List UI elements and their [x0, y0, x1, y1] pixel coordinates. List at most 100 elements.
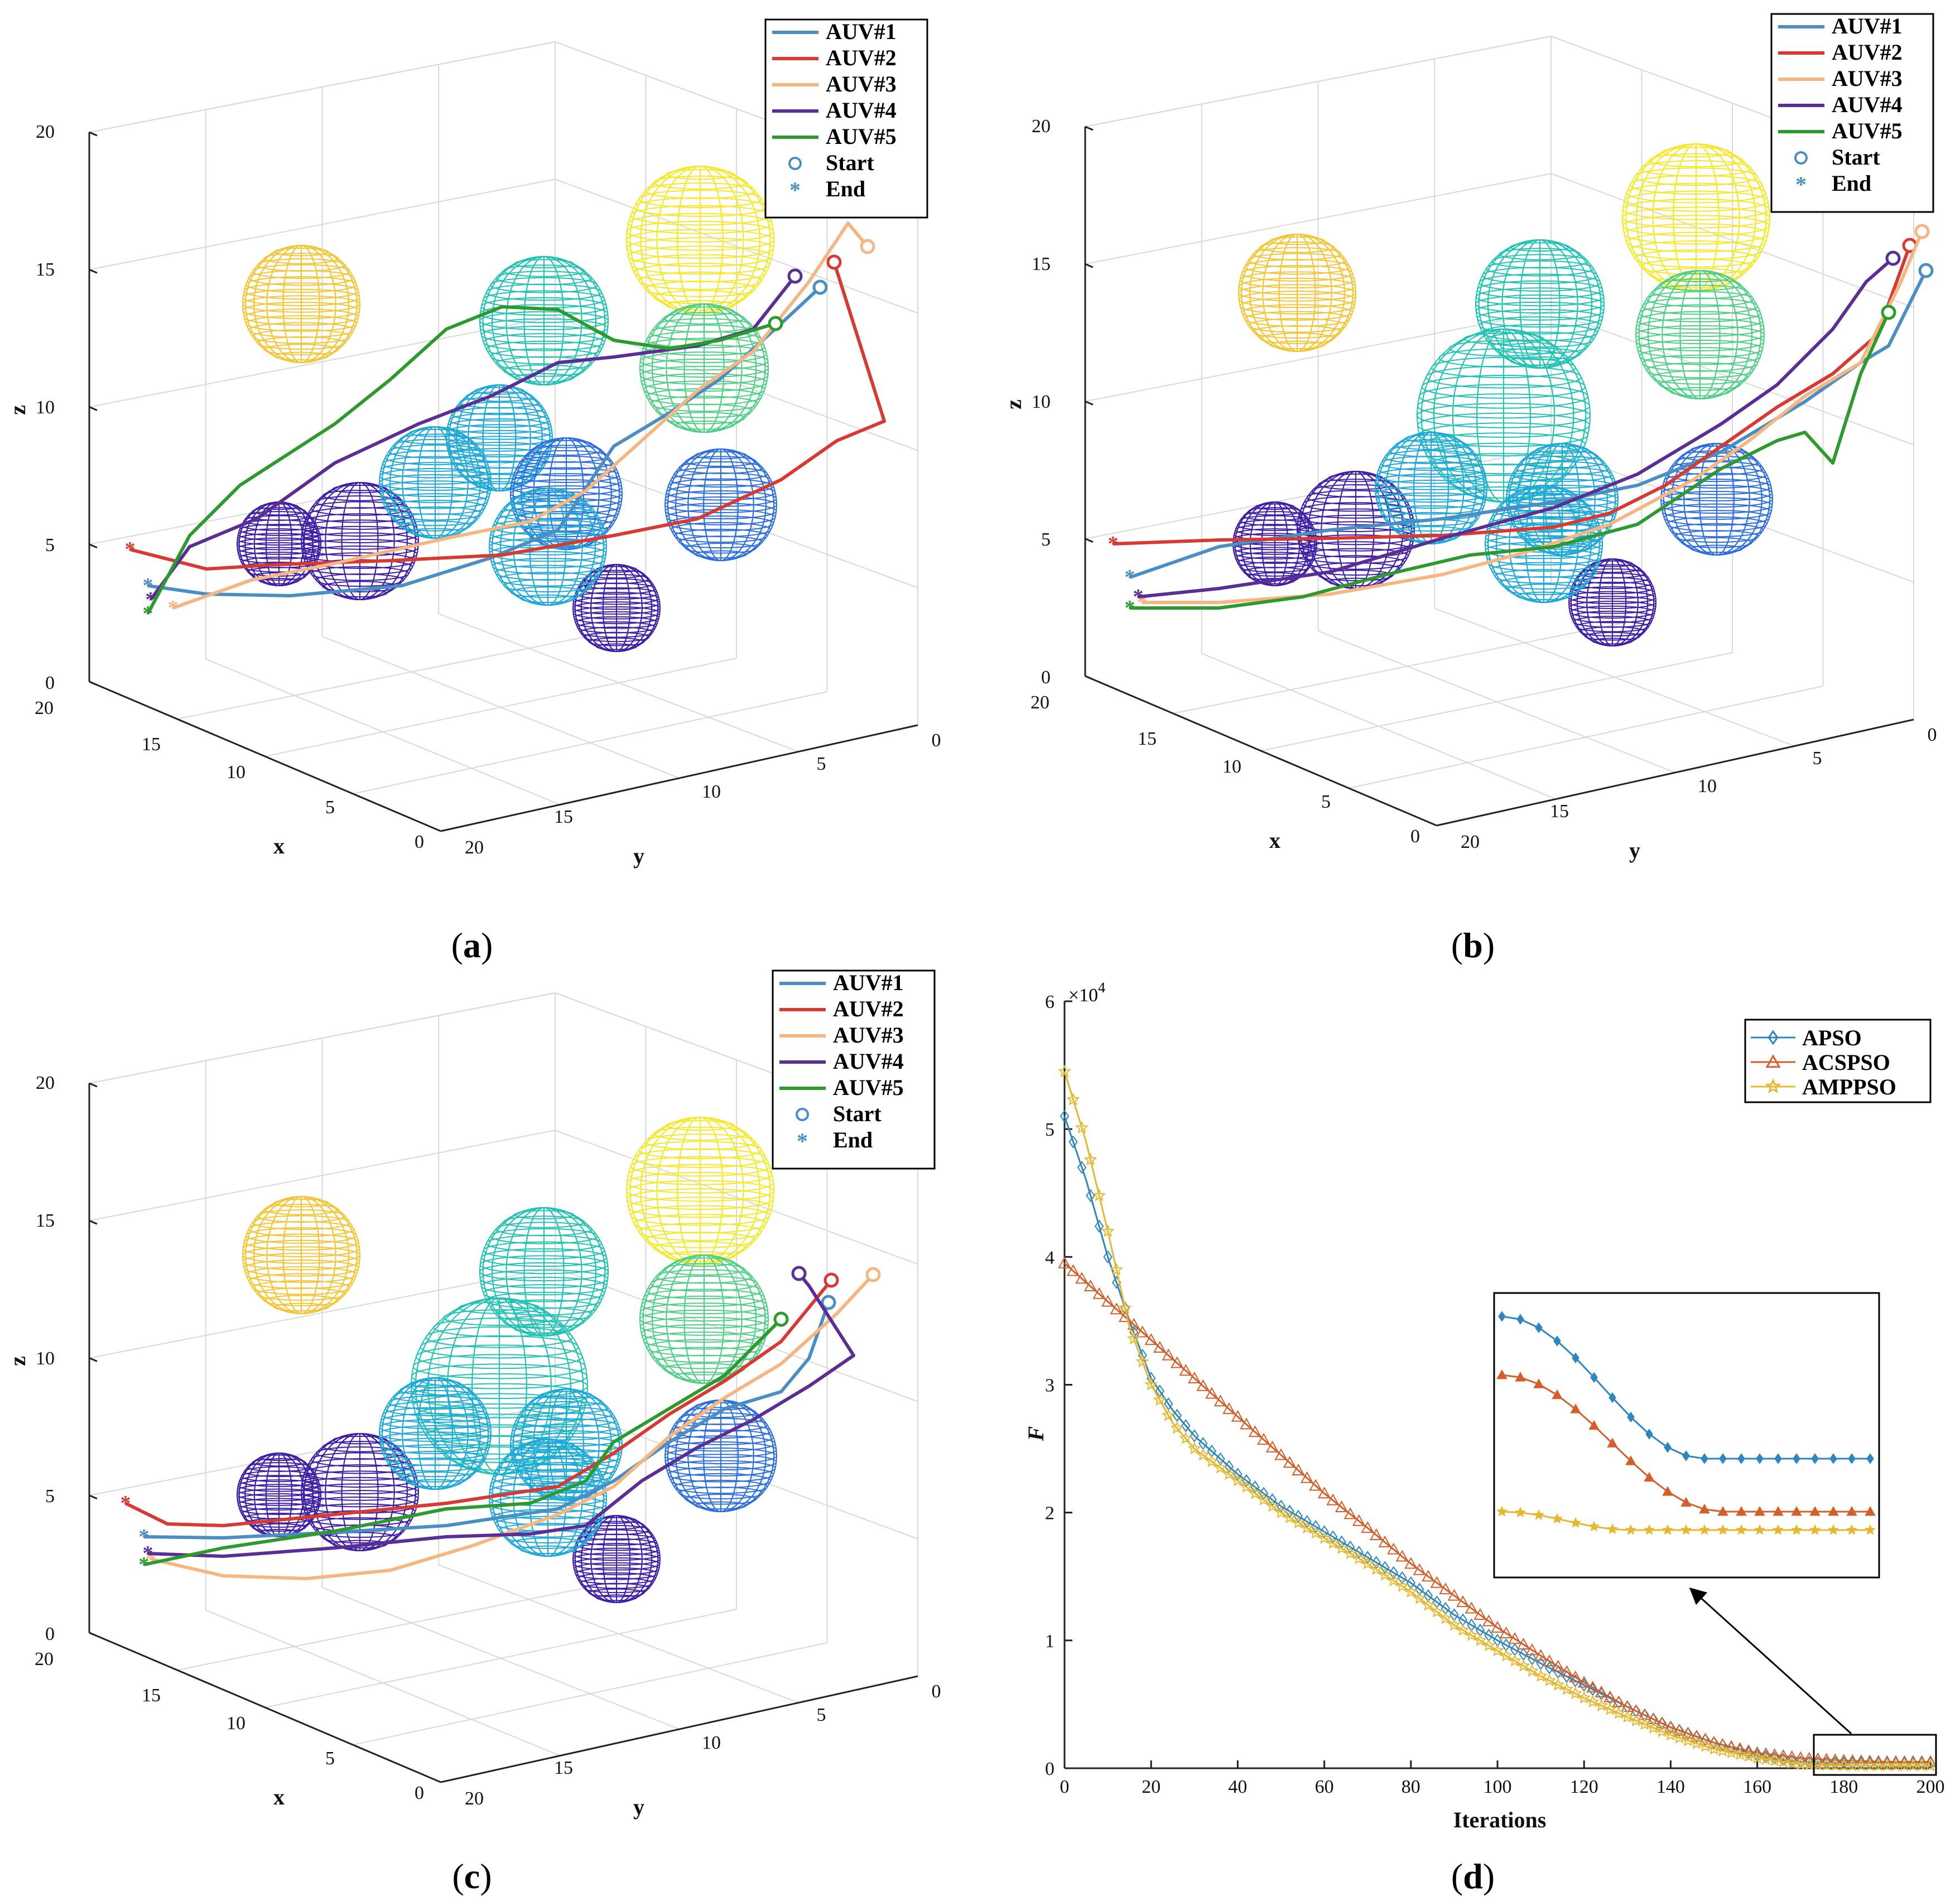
end-marker: * — [143, 602, 153, 625]
z-axis-label: z — [5, 405, 30, 415]
grid-line — [353, 692, 827, 794]
figure: ***** 0 5 10 15 20 z 20 15 10 5 0 x 20 1… — [0, 0, 1960, 1901]
legend-label: AUV#1 — [833, 970, 904, 995]
start-marker — [793, 1267, 805, 1280]
z-tick: 10 — [36, 397, 55, 418]
start-marker — [789, 270, 801, 282]
obstacle-sphere — [1417, 329, 1590, 502]
y-tick: 5 — [817, 754, 826, 774]
grid-line — [439, 1565, 798, 1703]
panel-a-3d-plot: ***** 0 5 10 15 20 z 20 15 10 5 0 x 20 1… — [5, 19, 941, 869]
end-marker: * — [125, 538, 136, 561]
legend-label: AUV#2 — [1832, 40, 1903, 65]
z-tick-mark — [89, 1633, 97, 1636]
legend-label: AUV#3 — [1832, 66, 1903, 91]
y-tick-label: 6 — [1045, 992, 1054, 1012]
legend-swatch: * — [789, 177, 801, 202]
x-tick-label: 120 — [1570, 1777, 1598, 1797]
x-tick-label: 200 — [1916, 1777, 1945, 1797]
z-tick-mark — [1085, 127, 1093, 130]
legend-label: AUV#1 — [826, 19, 897, 44]
obstacle-sphere — [243, 245, 360, 363]
y-axis-label: y — [633, 1794, 644, 1820]
obstacle-sphere — [379, 1378, 491, 1489]
grid-line — [1318, 631, 1675, 773]
z-tick: 15 — [36, 1210, 55, 1231]
scale-factor: ×104 — [1068, 980, 1105, 1006]
start-marker — [775, 1313, 787, 1325]
legend: AUV#1AUV#2AUV#3AUV#4AUV#5Start* End — [1771, 13, 1933, 212]
auv-paths: ***** — [1108, 225, 1933, 620]
end-marker: * — [121, 1492, 131, 1515]
start-marker — [1916, 225, 1928, 238]
x-tick-label: 20 — [1142, 1777, 1160, 1797]
y-axis-label: y — [633, 843, 644, 869]
legend-label: AUV#4 — [833, 1049, 904, 1074]
x-tick: 15 — [1138, 728, 1157, 749]
start-marker — [828, 256, 840, 268]
y-tick: 20 — [465, 1788, 484, 1809]
y-tick-labels: 20 15 10 5 0 — [1461, 725, 1937, 852]
y-tick-label: 3 — [1045, 1376, 1054, 1396]
y-tick: 0 — [1928, 725, 1937, 745]
y-tick: 10 — [702, 1733, 721, 1753]
y-axis-label: y — [1629, 838, 1640, 863]
y-tick-labels: 20 15 10 5 0 — [465, 1681, 941, 1809]
z-tick: 10 — [36, 1348, 55, 1369]
start-marker — [814, 281, 826, 293]
legend: APSOACSPSOAMPPSO — [1745, 1020, 1930, 1102]
z-tick-mark — [1085, 539, 1093, 542]
legend-label: AUV#2 — [833, 996, 904, 1021]
x-tick-label: 60 — [1315, 1777, 1334, 1797]
x-tick: 0 — [415, 832, 424, 852]
legend-label: AUV#5 — [826, 124, 897, 149]
z-axis-label: z — [1001, 399, 1026, 409]
z-tick-mark — [89, 682, 97, 685]
grid-line — [322, 1588, 680, 1729]
end-marker: * — [1108, 532, 1119, 556]
x-axis-label: Iterations — [1453, 1807, 1547, 1832]
zoom-arrow — [1691, 1589, 1851, 1734]
x-tick: 10 — [227, 1713, 245, 1734]
panel-d-convergence-chart: 01234560 20 40 60 80 100 120 140 160 180 200 ×104 … — [1023, 980, 1945, 1832]
legend-swatch: * — [797, 1128, 808, 1154]
z-tick: 15 — [1032, 254, 1051, 274]
start-marker — [1920, 264, 1932, 277]
x-axis-label: x — [273, 833, 285, 858]
start-marker — [1887, 252, 1899, 264]
legend-label: AUV#3 — [833, 1022, 904, 1048]
y-tick: 20 — [1461, 832, 1480, 852]
z-tick: 5 — [45, 535, 55, 556]
legend-label: Start — [826, 150, 874, 175]
inset-box — [1494, 1293, 1879, 1577]
x-axis-line — [1085, 676, 1437, 826]
caption-b: (b) — [1451, 925, 1495, 965]
z-tick-mark — [1085, 402, 1093, 405]
obstacle-sphere — [1636, 271, 1764, 399]
y-tick-label: 4 — [1045, 1247, 1054, 1268]
z-axis-label: z — [5, 1356, 30, 1366]
end-marker: * — [139, 1553, 150, 1576]
z-tick-mark — [89, 407, 97, 411]
y-tick: 0 — [932, 1681, 941, 1702]
z-tick-mark — [1085, 264, 1093, 267]
z-tick-mark — [89, 1495, 97, 1499]
z-tick-mark — [89, 1358, 97, 1362]
legend-label: AUV#1 — [1832, 13, 1903, 38]
legend-label: End — [1832, 171, 1871, 196]
caption-a: (a) — [451, 925, 493, 965]
y-tick-labels: 20 15 10 5 0 — [465, 730, 941, 858]
start-marker — [1882, 306, 1895, 319]
y-tick-label: 5 — [1045, 1120, 1054, 1140]
y-tick: 5 — [1813, 748, 1822, 769]
y-tick-label: 1 — [1045, 1631, 1054, 1652]
y-tick: 15 — [554, 807, 573, 827]
x-axis-line — [89, 682, 441, 831]
x-tick: 0 — [415, 1783, 424, 1803]
legend-label: Start — [1832, 144, 1880, 170]
panel-b-3d-plot: ***** 0 5 10 15 20 z 20 15 10 5 0 x 20 1… — [1001, 13, 1937, 863]
x-tick-labels: 20 15 10 5 0 — [35, 1649, 424, 1803]
obstacle-sphere — [640, 304, 768, 432]
grid-line — [1349, 686, 1823, 788]
obstacle-sphere — [1622, 144, 1770, 291]
